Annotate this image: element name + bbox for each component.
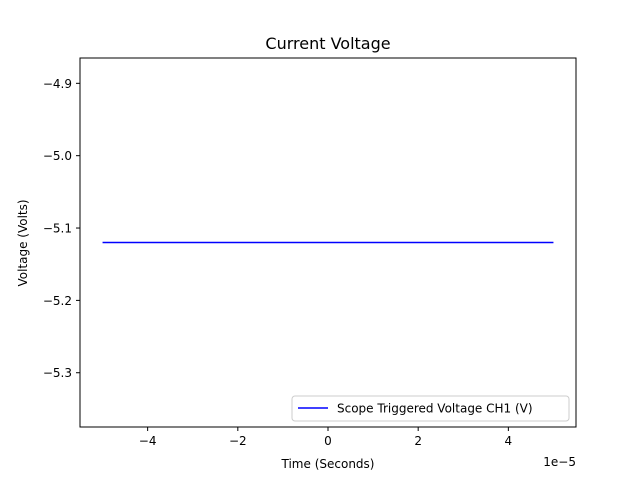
y-tick-label: −5.3 xyxy=(43,366,72,380)
x-axis-offset-label: 1e−5 xyxy=(543,455,576,469)
x-tick-label: 2 xyxy=(414,434,422,448)
y-tick-label: −5.0 xyxy=(43,149,72,163)
x-tick-label: 0 xyxy=(324,434,332,448)
x-axis-ticks: −4 −2 0 2 4 xyxy=(139,427,512,448)
chart-title: Current Voltage xyxy=(265,34,390,53)
y-tick-label: −5.1 xyxy=(43,222,72,236)
x-tick-label: −2 xyxy=(229,434,247,448)
y-axis-ticks: −4.9 −5.0 −5.1 −5.2 −5.3 xyxy=(43,77,80,380)
legend: Scope Triggered Voltage CH1 (V) xyxy=(291,395,570,422)
x-tick-label: −4 xyxy=(139,434,157,448)
y-tick-label: −4.9 xyxy=(43,77,72,91)
x-axis-label: Time (Seconds) xyxy=(281,457,375,471)
legend-box xyxy=(291,395,570,422)
y-axis-label: Voltage (Volts) xyxy=(16,199,30,286)
x-tick-label: 4 xyxy=(505,434,513,448)
plot-area xyxy=(79,57,577,428)
y-tick-label: −5.2 xyxy=(43,294,72,308)
legend-series-label: Scope Triggered Voltage CH1 (V) xyxy=(337,402,533,416)
